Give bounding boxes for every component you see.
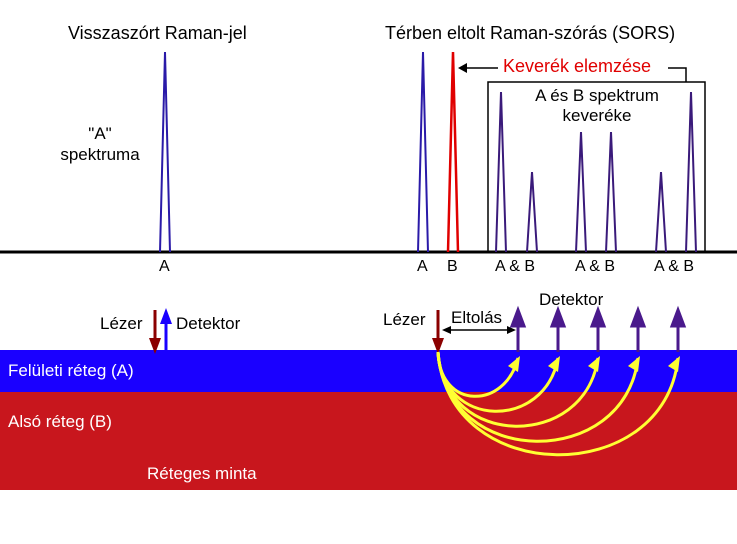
right-laser-arrow <box>432 310 444 354</box>
offset-label: Eltolás <box>451 308 503 327</box>
spectrum-a-line2: spektruma <box>60 145 140 164</box>
peak-label-ab-3: A & B <box>654 258 695 275</box>
laser-label-left: Lézer <box>100 314 143 333</box>
detector-arrows <box>509 305 687 352</box>
sors-peak-b <box>446 51 460 253</box>
sample-label: Réteges minta <box>147 464 257 483</box>
mixture-box-line2: keveréke <box>562 106 632 125</box>
left-detector-arrow <box>160 308 172 352</box>
sors-peak-a <box>417 51 429 253</box>
surface-layer-label: Felületi réteg (A) <box>8 361 134 380</box>
lower-layer <box>0 392 737 490</box>
arc-arrowheads <box>508 356 680 372</box>
surface-layer <box>0 350 737 392</box>
peak-label-a-left: A <box>159 258 170 275</box>
scattering-arcs <box>436 351 680 457</box>
offset-bracket <box>442 326 516 334</box>
laser-label-right: Lézer <box>383 310 426 329</box>
left-title: Visszaszórt Raman-jel <box>68 23 247 43</box>
mixture-analysis-label: Keverék elemzése <box>503 56 652 76</box>
mixture-connector <box>668 67 687 82</box>
mixture-box <box>487 81 706 253</box>
peak-label-ab-2: A & B <box>575 258 616 275</box>
mixture-peaks <box>495 91 697 253</box>
spectrum-a-line1: "A" <box>88 124 112 143</box>
left-laser-arrow <box>149 310 161 354</box>
detector-label-right: Detektor <box>539 290 604 309</box>
right-title: Térben eltolt Raman-szórás (SORS) <box>385 23 676 43</box>
peak-label-a: A <box>417 258 428 275</box>
spectrum-a-peak <box>159 51 171 253</box>
peak-label-ab-1: A & B <box>495 258 536 275</box>
lower-layer-label: Alsó réteg (B) <box>8 412 112 431</box>
peak-label-b: B <box>447 258 458 275</box>
detector-label-left: Detektor <box>176 314 241 333</box>
mixture-arrowhead <box>458 63 467 73</box>
mixture-box-line1: A és B spektrum <box>535 86 659 105</box>
